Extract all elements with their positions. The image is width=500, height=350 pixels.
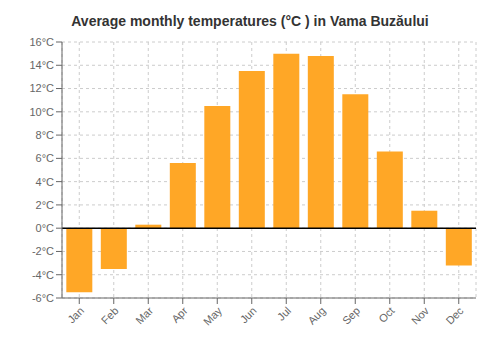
svg-text:4°C: 4°C xyxy=(36,176,55,188)
svg-text:-2°C: -2°C xyxy=(32,245,54,257)
svg-text:Oct: Oct xyxy=(376,304,397,325)
svg-text:16°C: 16°C xyxy=(29,36,54,48)
svg-text:10°C: 10°C xyxy=(29,106,54,118)
svg-text:2°C: 2°C xyxy=(36,199,55,211)
svg-text:Aug: Aug xyxy=(305,304,327,326)
svg-text:Sep: Sep xyxy=(340,304,362,326)
svg-text:Mar: Mar xyxy=(133,304,155,326)
svg-text:Jun: Jun xyxy=(238,304,259,325)
svg-text:Feb: Feb xyxy=(99,304,121,326)
svg-text:6°C: 6°C xyxy=(36,152,55,164)
svg-text:Dec: Dec xyxy=(443,304,466,327)
svg-text:Nov: Nov xyxy=(409,304,432,327)
svg-text:12°C: 12°C xyxy=(29,82,54,94)
svg-text:Jul: Jul xyxy=(275,304,293,322)
svg-text:-6°C: -6°C xyxy=(32,292,54,304)
svg-text:May: May xyxy=(201,304,225,328)
svg-text:0°C: 0°C xyxy=(36,222,55,234)
svg-text:-4°C: -4°C xyxy=(32,269,54,281)
html-text:Average monthly temperatures (: Average monthly temperatures (°C ) in Va… xyxy=(71,13,429,29)
svg-text:Apr: Apr xyxy=(169,304,190,325)
svg-text:Jan: Jan xyxy=(65,304,86,325)
svg-text:8°C: 8°C xyxy=(36,129,55,141)
svg-text:14°C: 14°C xyxy=(29,59,54,71)
